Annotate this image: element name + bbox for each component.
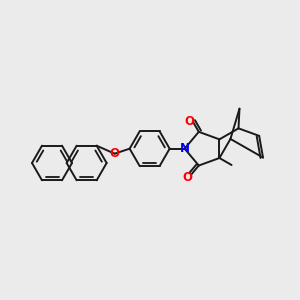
Text: N: N [180, 142, 190, 155]
Text: O: O [185, 115, 195, 128]
Text: O: O [110, 147, 120, 160]
Text: O: O [182, 171, 192, 184]
